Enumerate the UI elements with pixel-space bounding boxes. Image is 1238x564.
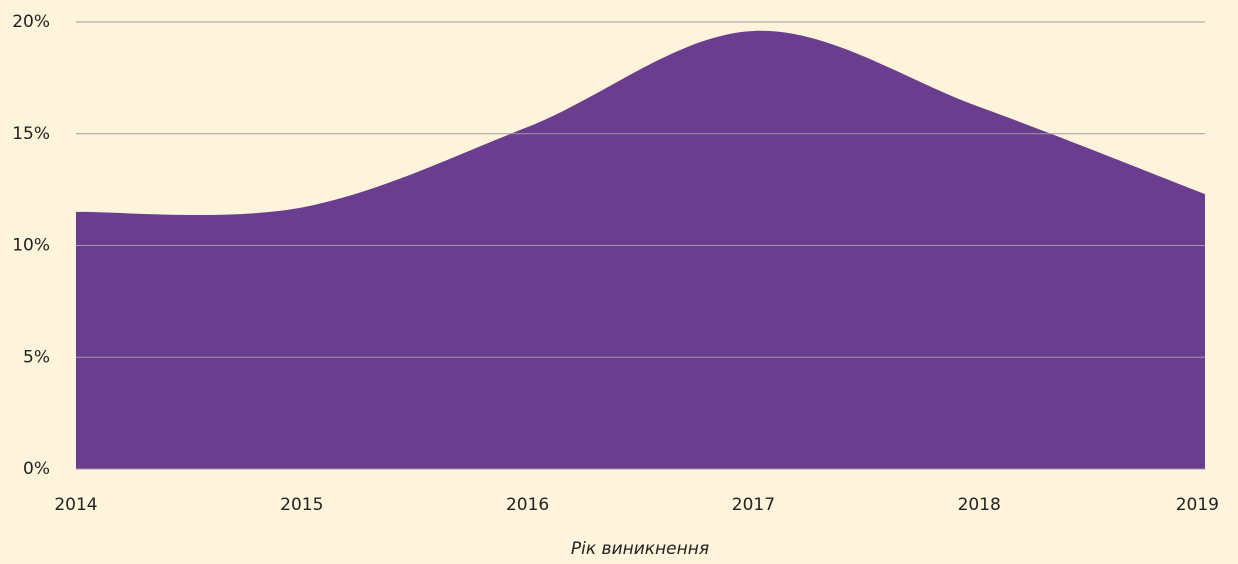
x-tick-label: 2017 [732, 495, 775, 515]
y-tick-label: 15% [12, 124, 50, 144]
x-tick-label: 2015 [280, 495, 323, 515]
y-tick-label: 10% [12, 236, 50, 256]
x-tick-label: 2018 [958, 495, 1001, 515]
area [76, 30, 1205, 470]
x-tick-label: 2019 [1176, 495, 1219, 515]
y-tick-label: 0% [23, 459, 50, 479]
y-tick-label: 20% [12, 12, 50, 32]
x-tick-label: 2016 [506, 495, 549, 515]
y-tick-label: 5% [23, 347, 50, 367]
x-axis-title: Рік виникнення [571, 539, 709, 559]
x-tick-label: 2014 [54, 495, 97, 515]
